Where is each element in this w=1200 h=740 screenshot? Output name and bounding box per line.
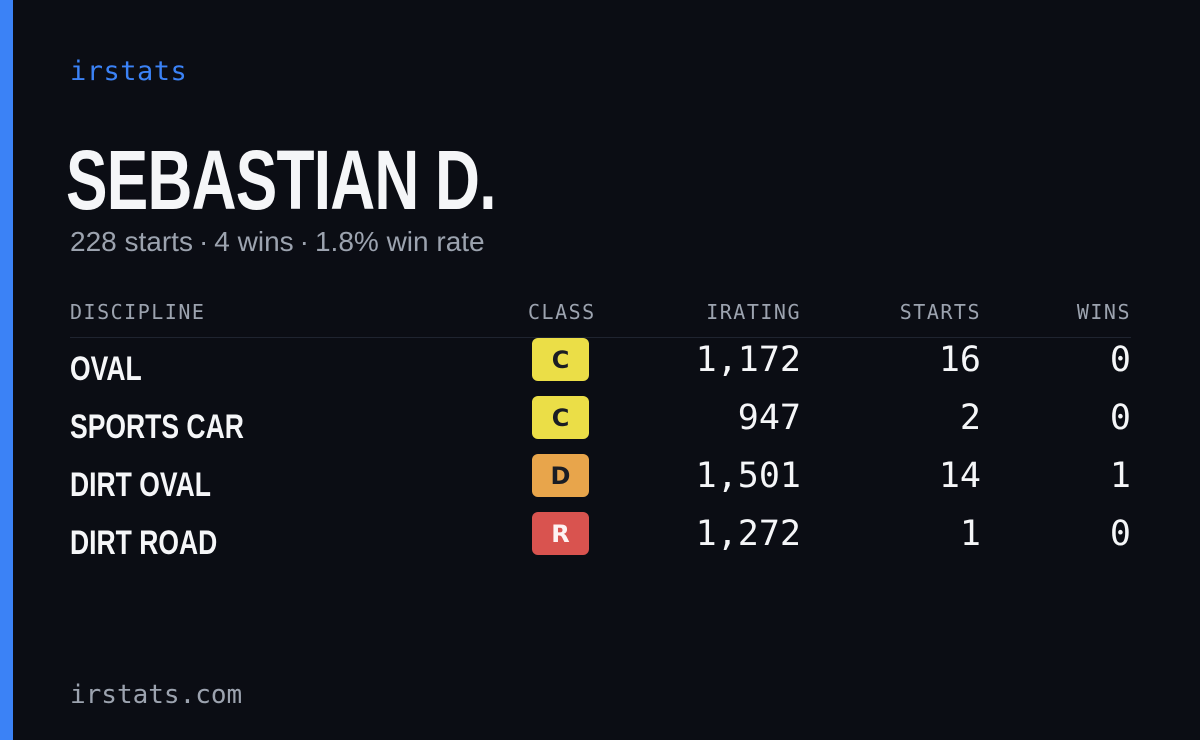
starts-value: 16: [938, 340, 981, 380]
starts-value: 1: [959, 514, 981, 554]
header-starts: STARTS: [899, 300, 981, 324]
class-badge: D: [532, 454, 589, 497]
header-discipline: DISCIPLINE: [70, 300, 206, 324]
summary-separator: ·: [299, 226, 309, 257]
starts-value: 2: [959, 398, 981, 438]
starts-summary: 228 starts: [70, 226, 193, 257]
class-badge: C: [532, 338, 589, 381]
irating-value: 1,272: [695, 514, 801, 554]
table-header: DISCIPLINE CLASS IRATING STARTS WINS: [70, 296, 1131, 338]
driver-summary: 228 starts · 4 wins · 1.8% win rate: [70, 226, 485, 258]
wins-value: 0: [1109, 514, 1131, 554]
wins-summary: 4 wins: [214, 226, 294, 257]
discipline-name: SPORTS CAR: [70, 408, 244, 446]
win-rate-summary: 1.8% win rate: [314, 226, 485, 257]
stats-table: DISCIPLINE CLASS IRATING STARTS WINS OVA…: [70, 296, 1131, 570]
discipline-name: DIRT OVAL: [70, 466, 211, 504]
brand-logo: irstats: [70, 56, 188, 87]
discipline-name: OVAL: [70, 350, 142, 388]
class-badge: C: [532, 396, 589, 439]
header-wins: WINS: [1076, 300, 1131, 324]
summary-separator: ·: [198, 226, 209, 257]
wins-value: 0: [1109, 398, 1131, 438]
footer-url: irstats.com: [70, 680, 243, 710]
discipline-name: DIRT ROAD: [70, 524, 218, 562]
accent-bar: [0, 0, 13, 740]
irating-value: 1,172: [695, 340, 801, 380]
table-row: OVAL C 1,172 16 0: [70, 338, 1131, 396]
irating-value: 1,501: [695, 456, 801, 496]
table-row: DIRT ROAD R 1,272 1 0: [70, 512, 1131, 570]
header-irating: IRATING: [706, 300, 801, 324]
class-badge: R: [532, 512, 589, 555]
wins-value: 0: [1109, 340, 1131, 380]
table-row: DIRT OVAL D 1,501 14 1: [70, 454, 1131, 512]
starts-value: 14: [938, 456, 981, 496]
driver-name: SEBASTIAN D.: [66, 133, 496, 227]
table-row: SPORTS CAR C 947 2 0: [70, 396, 1131, 454]
header-class: CLASS: [528, 300, 596, 324]
irating-value: 947: [737, 398, 801, 438]
wins-value: 1: [1109, 456, 1131, 496]
